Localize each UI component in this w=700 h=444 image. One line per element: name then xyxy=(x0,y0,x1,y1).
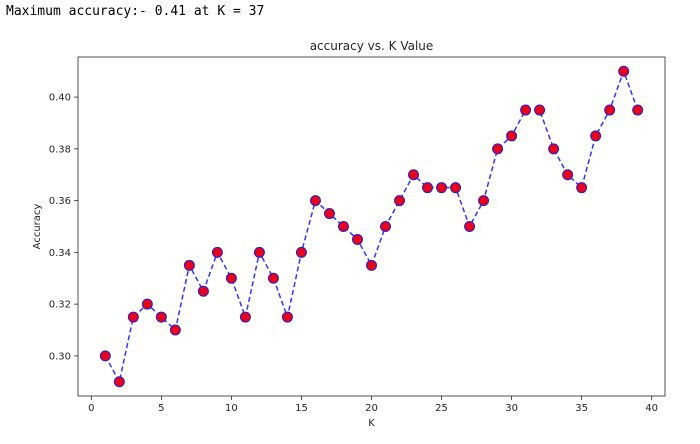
data-point xyxy=(492,143,504,155)
data-point xyxy=(239,311,251,323)
data-point xyxy=(618,65,630,77)
axis-ticks: 0 5 10 15 20 25 30 35 40 0.30 0.32 0.34 0.36 0.38 0.40 xyxy=(49,93,658,414)
x-tick-label: 25 xyxy=(435,403,448,414)
y-axis-label: Accuracy xyxy=(32,204,43,250)
x-tick-label: 30 xyxy=(505,403,518,414)
x-tick-label: 5 xyxy=(158,403,164,414)
data-point xyxy=(225,272,237,284)
x-tick-label: 10 xyxy=(225,403,238,414)
data-point xyxy=(155,311,167,323)
data-point xyxy=(380,221,392,232)
data-point xyxy=(590,130,602,142)
data-point xyxy=(366,259,377,271)
data-point xyxy=(351,233,363,245)
data-point xyxy=(267,272,279,284)
data-point xyxy=(548,143,560,155)
data-point xyxy=(562,169,574,181)
data-point xyxy=(604,104,616,116)
data-point xyxy=(632,104,644,116)
data-point xyxy=(520,104,532,116)
data-point xyxy=(478,195,490,207)
series-line xyxy=(104,69,639,384)
x-tick-label: 40 xyxy=(645,403,658,414)
chart-title: accuracy vs. K Value xyxy=(310,39,434,53)
data-point xyxy=(576,182,588,194)
plot-area xyxy=(77,56,666,397)
data-point xyxy=(394,195,406,207)
data-point xyxy=(506,130,518,142)
x-tick-label: 0 xyxy=(88,403,94,414)
data-point xyxy=(99,350,111,362)
y-tick-label: 0.40 xyxy=(49,93,71,104)
cell-output-text: Maximum accuracy:- 0.41 at K = 37 xyxy=(6,4,265,19)
data-point xyxy=(450,182,462,194)
data-point xyxy=(183,259,195,271)
series-accuracy xyxy=(99,65,644,388)
data-point xyxy=(281,311,293,323)
data-point xyxy=(211,246,223,258)
y-tick-label: 0.34 xyxy=(49,248,71,259)
data-point xyxy=(295,246,307,258)
data-point xyxy=(141,298,153,310)
axes-frame xyxy=(77,56,666,397)
data-point xyxy=(337,221,349,232)
data-point xyxy=(422,182,434,194)
data-point xyxy=(309,195,321,207)
data-point xyxy=(534,104,546,116)
data-point xyxy=(169,324,181,336)
data-point xyxy=(464,221,476,232)
x-tick-label: 20 xyxy=(365,403,378,414)
data-point xyxy=(436,182,448,194)
data-point xyxy=(323,208,335,220)
y-tick-label: 0.32 xyxy=(49,300,71,311)
y-tick-label: 0.38 xyxy=(49,144,71,155)
data-point xyxy=(127,311,139,323)
data-point xyxy=(113,376,125,388)
y-tick-label: 0.30 xyxy=(49,351,71,362)
data-point xyxy=(197,285,209,297)
y-tick-label: 0.36 xyxy=(49,196,71,207)
data-point xyxy=(408,169,420,181)
x-tick-label: 15 xyxy=(295,403,308,414)
data-point xyxy=(253,246,265,258)
x-axis-label: K xyxy=(368,418,375,429)
x-tick-label: 35 xyxy=(575,403,588,414)
